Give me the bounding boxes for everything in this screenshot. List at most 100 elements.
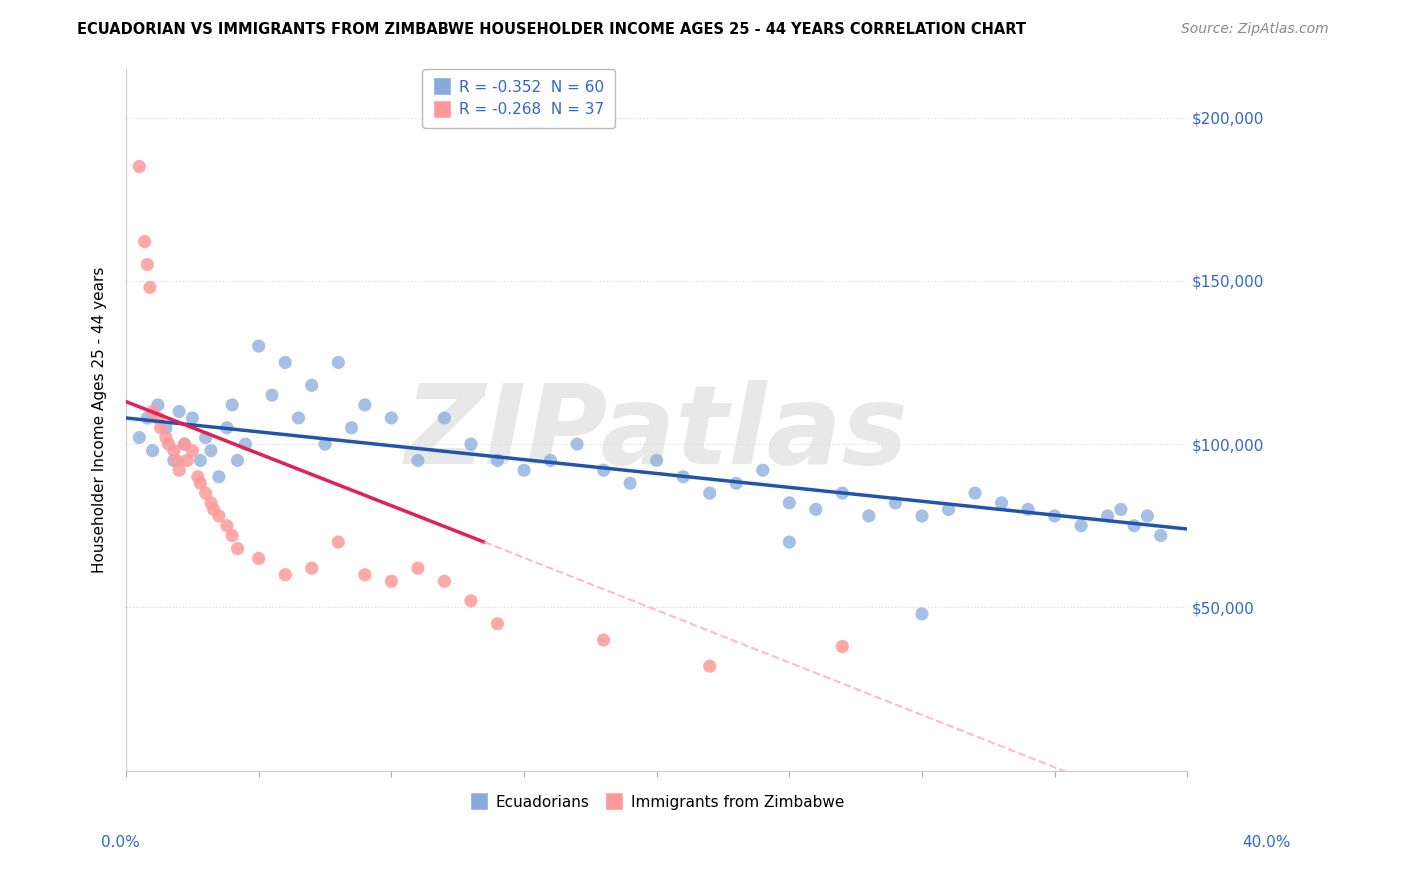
Point <box>1043 508 1066 523</box>
Point <box>190 476 212 491</box>
Point <box>406 561 429 575</box>
Point <box>194 431 217 445</box>
Point <box>406 453 429 467</box>
Point <box>380 411 402 425</box>
Point <box>328 535 350 549</box>
Point <box>340 421 363 435</box>
Point <box>460 437 482 451</box>
Point <box>353 398 375 412</box>
Point <box>565 437 588 451</box>
Point <box>190 453 212 467</box>
Point <box>433 574 456 589</box>
Point <box>353 567 375 582</box>
Point <box>173 437 195 451</box>
Point <box>699 659 721 673</box>
Point <box>1123 518 1146 533</box>
Text: Source: ZipAtlas.com: Source: ZipAtlas.com <box>1181 22 1329 37</box>
Point <box>128 160 150 174</box>
Point <box>645 453 668 467</box>
Point <box>215 518 238 533</box>
Point <box>226 541 249 556</box>
Point <box>260 388 283 402</box>
Point <box>235 437 257 451</box>
Point <box>142 404 165 418</box>
Point <box>911 508 934 523</box>
Point <box>725 476 748 491</box>
Point <box>804 502 827 516</box>
Point <box>146 411 169 425</box>
Text: 40.0%: 40.0% <box>1243 836 1291 850</box>
Point <box>752 463 775 477</box>
Point <box>194 486 217 500</box>
Text: ZIPatlas: ZIPatlas <box>405 380 908 487</box>
Point <box>128 431 150 445</box>
Point <box>274 567 297 582</box>
Point <box>215 421 238 435</box>
Point <box>778 535 800 549</box>
Point <box>1109 502 1132 516</box>
Point <box>301 561 323 575</box>
Point <box>328 355 350 369</box>
Point <box>990 496 1012 510</box>
Point <box>592 633 614 648</box>
Point <box>1097 508 1119 523</box>
Point <box>181 443 204 458</box>
Text: ECUADORIAN VS IMMIGRANTS FROM ZIMBABWE HOUSEHOLDER INCOME AGES 25 - 44 YEARS COR: ECUADORIAN VS IMMIGRANTS FROM ZIMBABWE H… <box>77 22 1026 37</box>
Point <box>592 463 614 477</box>
Point <box>167 404 190 418</box>
Point <box>1150 528 1173 542</box>
Point <box>176 453 198 467</box>
Point <box>1017 502 1039 516</box>
Point <box>221 528 243 542</box>
Point <box>247 339 270 353</box>
Point <box>540 453 562 467</box>
Y-axis label: Householder Income Ages 25 - 44 years: Householder Income Ages 25 - 44 years <box>93 267 107 573</box>
Point <box>181 411 204 425</box>
Point <box>134 235 156 249</box>
Point <box>139 280 162 294</box>
Point <box>167 463 190 477</box>
Point <box>433 411 456 425</box>
Point <box>146 398 169 412</box>
Point <box>155 421 177 435</box>
Point <box>163 453 186 467</box>
Point <box>380 574 402 589</box>
Point <box>619 476 641 491</box>
Point <box>911 607 934 621</box>
Point <box>314 437 336 451</box>
Point <box>157 437 180 451</box>
Point <box>287 411 309 425</box>
Point <box>208 469 231 483</box>
Text: 0.0%: 0.0% <box>101 836 141 850</box>
Point <box>155 431 177 445</box>
Point <box>173 437 195 451</box>
Point <box>699 486 721 500</box>
Point <box>486 453 509 467</box>
Point <box>963 486 986 500</box>
Point <box>672 469 695 483</box>
Point <box>142 443 165 458</box>
Point <box>200 443 222 458</box>
Point <box>200 496 222 510</box>
Point <box>208 508 231 523</box>
Point <box>163 443 186 458</box>
Point <box>136 257 159 271</box>
Legend: Ecuadorians, Immigrants from Zimbabwe: Ecuadorians, Immigrants from Zimbabwe <box>464 789 851 815</box>
Point <box>274 355 297 369</box>
Point <box>831 486 853 500</box>
Point <box>149 421 172 435</box>
Point <box>136 411 159 425</box>
Point <box>938 502 960 516</box>
Point <box>301 378 323 392</box>
Point <box>1070 518 1092 533</box>
Point <box>247 551 270 566</box>
Point <box>460 594 482 608</box>
Point <box>486 616 509 631</box>
Point <box>202 502 225 516</box>
Point <box>778 496 800 510</box>
Point <box>226 453 249 467</box>
Point <box>884 496 907 510</box>
Point <box>221 398 243 412</box>
Point <box>166 453 188 467</box>
Point <box>831 640 853 654</box>
